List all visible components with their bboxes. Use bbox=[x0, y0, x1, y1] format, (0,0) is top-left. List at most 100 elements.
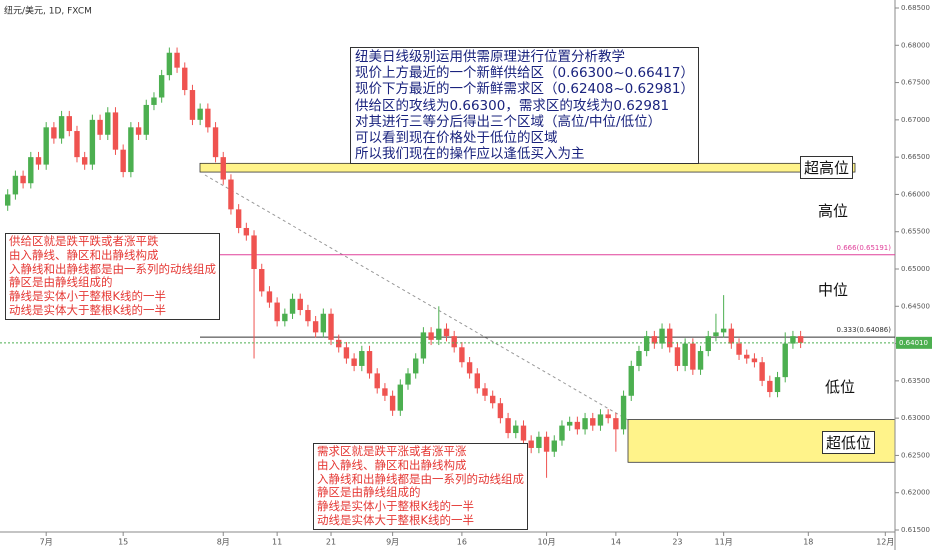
candle-body bbox=[767, 380, 773, 393]
last-price-label: 0.64010 bbox=[899, 339, 928, 347]
candle-body bbox=[659, 328, 665, 344]
x-tick-label: 15 bbox=[118, 538, 128, 547]
candle-body bbox=[674, 347, 681, 366]
note-line: 入静线和出静线都是由一系列的动线组成 bbox=[317, 471, 524, 486]
note-line: 纽美日线级别运用供需原理进行位置分析教学 bbox=[355, 49, 625, 65]
candle-body bbox=[436, 328, 442, 340]
candle-body bbox=[305, 310, 311, 322]
y-tick-label: 0.65500 bbox=[901, 228, 930, 236]
candle-body bbox=[605, 414, 611, 419]
x-tick-label: 11月 bbox=[715, 538, 733, 547]
candle-body bbox=[643, 336, 650, 352]
candle-body bbox=[251, 235, 257, 269]
candle-body bbox=[397, 384, 404, 411]
candle-body bbox=[513, 425, 519, 434]
candle-body bbox=[744, 354, 750, 359]
candle-body bbox=[366, 351, 373, 374]
zone bbox=[199, 162, 856, 173]
candle-body bbox=[790, 336, 796, 344]
candle-body bbox=[690, 343, 696, 370]
x-tick-label: 16 bbox=[457, 538, 467, 547]
candle-body bbox=[597, 414, 604, 426]
candle-body bbox=[74, 131, 80, 158]
candle-body bbox=[66, 116, 72, 132]
level-label: 0.333(0.64086) bbox=[837, 326, 892, 334]
zone-label: 高位 bbox=[815, 200, 852, 221]
candle-body bbox=[336, 339, 342, 348]
candle-body bbox=[466, 362, 473, 374]
candle-body bbox=[151, 97, 157, 105]
candle-body bbox=[797, 336, 804, 343]
candle-body bbox=[497, 403, 504, 419]
candle-body bbox=[389, 395, 396, 411]
candle-body bbox=[566, 421, 573, 426]
candle-body bbox=[97, 119, 103, 135]
y-tick-label: 0.63500 bbox=[901, 377, 930, 385]
candle-body bbox=[128, 127, 134, 173]
x-tick-label: 7月 bbox=[40, 538, 53, 547]
candle-body bbox=[120, 149, 126, 173]
y-tick-label: 0.64500 bbox=[901, 302, 930, 310]
candle-body bbox=[667, 328, 673, 348]
candle-body bbox=[405, 373, 411, 385]
candle-body bbox=[489, 395, 496, 404]
note-line: 对其进行三等分后得出三个区域（高位/中位/低位） bbox=[355, 113, 662, 130]
note-line: 静区是由静线组成的 bbox=[9, 275, 113, 290]
candle-body bbox=[212, 127, 219, 158]
candle-body bbox=[328, 313, 334, 340]
last-price-tag bbox=[896, 336, 932, 349]
candle-body bbox=[443, 328, 450, 337]
candle-body bbox=[720, 328, 727, 333]
candle-body bbox=[135, 127, 142, 135]
candle-body bbox=[620, 395, 627, 430]
note-line: 供给区的攻线为0.66300，需求区的攻线为0.62981 bbox=[355, 97, 670, 114]
candle-body bbox=[43, 127, 49, 165]
candle-body bbox=[751, 358, 758, 363]
y-tick-label: 0.67000 bbox=[901, 116, 930, 124]
candle-body bbox=[697, 351, 704, 370]
candle-body bbox=[736, 343, 742, 355]
x-tick-label: 12月 bbox=[876, 538, 894, 547]
candle-body bbox=[282, 313, 288, 322]
candle-body bbox=[759, 362, 765, 381]
x-tick-label: 18 bbox=[803, 538, 813, 547]
candle-body bbox=[582, 418, 588, 430]
candle-body bbox=[351, 358, 357, 366]
supply-note-box: 供给区就是跌平跌或者涨平跌 由入静线、静区和出静线构成 入静线和出静线都是由一系列的… bbox=[5, 233, 220, 320]
candle-body bbox=[705, 336, 711, 352]
candle-body bbox=[713, 332, 719, 337]
candle-body bbox=[459, 347, 465, 363]
candle-body bbox=[774, 377, 781, 393]
x-tick-label: 10月 bbox=[537, 538, 555, 547]
candle-body bbox=[205, 108, 211, 128]
note-line: 静线是实体小于整根K线的一半 bbox=[317, 499, 475, 514]
y-tick-label: 0.67500 bbox=[901, 79, 930, 87]
x-tick-label: 21 bbox=[326, 538, 336, 547]
candle-body bbox=[197, 108, 203, 120]
candle-body bbox=[243, 227, 250, 236]
candle-body bbox=[520, 425, 527, 441]
note-line: 动线是实体大于整根K线的一半 bbox=[317, 512, 475, 527]
candle-body bbox=[428, 332, 434, 340]
candle-body bbox=[651, 336, 658, 344]
y-tick-label: 0.62500 bbox=[901, 451, 930, 459]
candle-body bbox=[482, 388, 488, 396]
note-line: 现价下方最近的一个新鲜需求区（0.62408~0.62981） bbox=[355, 81, 694, 98]
candle-body bbox=[182, 67, 188, 91]
note-line: 动线是实体大于整根K线的一半 bbox=[9, 302, 167, 317]
y-tick-label: 0.68000 bbox=[901, 41, 930, 49]
candle-body bbox=[613, 418, 619, 430]
candle-body bbox=[220, 157, 226, 180]
candle-body bbox=[289, 298, 296, 314]
candle-body bbox=[528, 440, 534, 448]
y-tick-label: 0.61500 bbox=[901, 526, 930, 534]
candle-body bbox=[312, 321, 319, 333]
zone-label: 超低位 bbox=[822, 431, 876, 454]
note-line: 由入静线、静区和出静线构成 bbox=[9, 247, 159, 262]
candle-body bbox=[4, 194, 11, 206]
candle-body bbox=[112, 112, 119, 150]
chart-title: 纽元/美元, 1D, FXCM bbox=[4, 5, 92, 17]
x-tick-label: 9月 bbox=[386, 538, 399, 547]
